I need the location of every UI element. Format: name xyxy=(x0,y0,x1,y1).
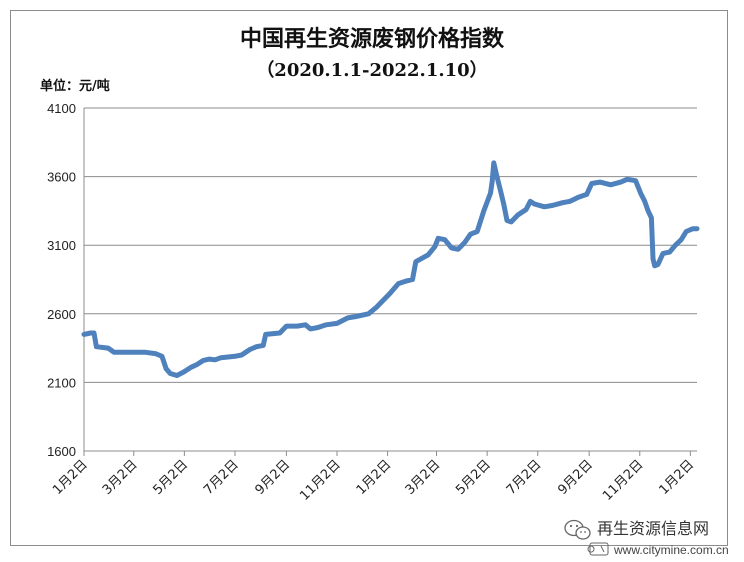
x-tick-label: 9月2日 xyxy=(555,457,596,498)
x-tick-label: 7月2日 xyxy=(504,457,545,498)
x-tick-label: 1月2日 xyxy=(657,457,698,498)
x-tick-label: 11月2日 xyxy=(600,457,647,504)
series-line xyxy=(81,160,700,378)
x-tick-label: 11月2日 xyxy=(297,457,344,504)
x-tick-label: 1月2日 xyxy=(50,457,91,498)
y-tick-label: 2100 xyxy=(47,375,76,390)
y-tick-label: 1600 xyxy=(47,444,76,459)
watermark: 再生资源信息网 www.citymine.com.cn xyxy=(564,519,729,557)
series-layer xyxy=(81,160,700,378)
x-tick-label: 5月2日 xyxy=(453,457,494,498)
x-tick-label: 9月2日 xyxy=(253,457,294,498)
watermark-text: 再生资源信息网 xyxy=(597,519,709,538)
wechat-logo-icon xyxy=(564,519,591,540)
x-tick-label: 7月2日 xyxy=(201,457,242,498)
y-tick-label: 2600 xyxy=(47,307,76,322)
x-tick-label: 1月2日 xyxy=(354,457,395,498)
x-tick-label: 3月2日 xyxy=(403,457,444,498)
y-tick-labels: 1600 2100 2600 3100 3600 4100 xyxy=(47,101,76,459)
unit-label: 单位：元/吨 xyxy=(40,78,110,94)
grid-lines xyxy=(84,107,697,383)
watermark-url: www.citymine.com.cn xyxy=(613,543,729,557)
y-tick-label: 4100 xyxy=(47,101,76,116)
site-logo-icon xyxy=(587,542,609,556)
y-tick-label: 3100 xyxy=(47,238,76,253)
x-tick-label: 5月2日 xyxy=(151,457,192,498)
chart-frame xyxy=(10,10,728,546)
x-tick-label: 3月2日 xyxy=(100,457,141,498)
axes xyxy=(83,108,697,456)
x-tick-labels: 1月2日 3月2日 5月2日 7月2日 9月2日 11月2日 1月2日 3月2日 5月2日 7月2… xyxy=(50,457,697,504)
y-tick-label: 3600 xyxy=(47,170,76,185)
chart-subtitle: （2020.1.1-2022.1.10） xyxy=(256,60,487,81)
chart-title: 中国再生资源废钢价格指数 xyxy=(240,26,505,52)
